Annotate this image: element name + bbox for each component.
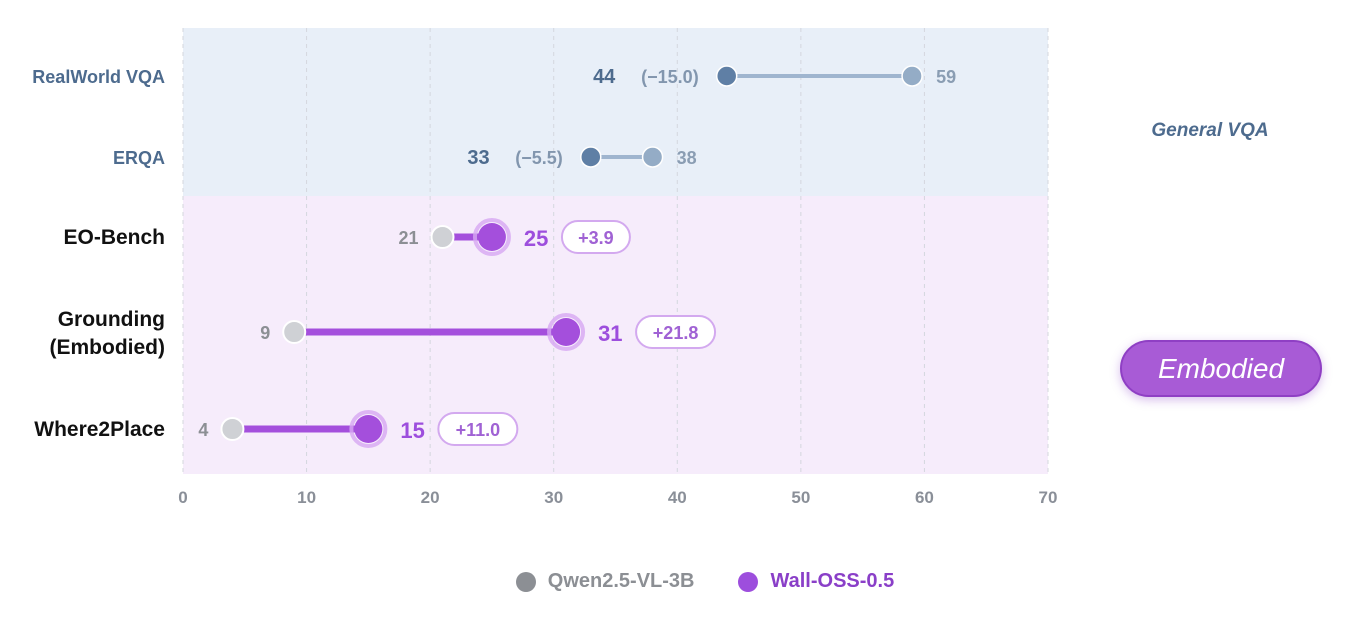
category-label-2: EO-Bench [63,226,165,249]
x-tick-60: 60 [915,488,934,507]
value-qwen-row-1: 38 [677,148,697,168]
legend-item-wall-oss: Wall-OSS-0.5 [738,570,894,593]
x-tick-40: 40 [668,488,687,507]
legend: Qwen2.5-VL-3B Wall-OSS-0.5 [0,570,1350,593]
value-wall-oss-row-0: 44 [593,66,616,88]
x-tick-20: 20 [421,488,440,507]
delta-badge-row-2 [560,220,631,254]
x-tick-50: 50 [791,488,810,507]
dot-qwen-row-2 [430,225,455,249]
value-qwen-row-4: 4 [198,420,208,440]
x-tick-10: 10 [297,488,316,507]
delta-row-3: +21.8 [653,323,699,343]
category-label-1: ERQA [113,148,165,168]
legend-label-qwen: Qwen2.5-VL-3B [547,570,695,592]
dot-wall-oss-row-3 [552,318,581,346]
dot-wall-oss-row-2 [477,223,506,251]
value-wall-oss-row-2: 25 [524,226,548,251]
dot-qwen-row-0 [901,65,923,87]
dot-qwen-row-1 [641,146,664,168]
value-qwen-row-2: 21 [398,228,418,248]
dot-glow-row-3 [547,313,586,351]
group-label-embodied: Embodied [1120,340,1322,397]
dot-glow-row-2 [472,218,511,256]
dot-wall-oss-row-1 [580,146,602,168]
value-wall-oss-row-4: 15 [400,418,424,443]
x-tick-0: 0 [178,488,187,507]
x-tick-30: 30 [544,488,563,507]
dot-wall-oss-row-0 [715,65,738,87]
legend-swatch-wall-oss [738,571,759,592]
dot-glow-row-4 [349,410,388,448]
legend-label-wall-oss: Wall-OSS-0.5 [770,570,895,592]
dot-qwen-row-4 [220,417,245,441]
delta-row-0: (−15.0) [641,67,699,87]
group-label-general-vqa: General VQA [1151,120,1269,141]
dot-wall-oss-row-4 [354,415,383,443]
delta-badge-row-3 [635,315,717,349]
value-wall-oss-row-1: 33 [467,147,489,169]
delta-row-1: (−5.5) [515,148,563,168]
dot-qwen-row-3 [282,320,307,344]
value-qwen-row-0: 59 [936,67,956,87]
legend-swatch-qwen [515,571,536,592]
group-bg-general-vqa [183,28,1048,196]
category-label-4: Where2Place [34,418,165,441]
x-tick-70: 70 [1039,488,1058,507]
value-qwen-row-3: 9 [260,323,270,343]
dumbbell-chart: 0 10 20 30 40 50 60 70 RealWorld VQA 59 (−15.0) 44 E… [32,28,1058,507]
delta-row-4: +11.0 [456,420,501,440]
category-label-0: RealWorld VQA [32,67,165,87]
delta-badge-row-4 [437,412,519,446]
category-label-3: Grounding (Embodied) [50,308,166,359]
value-wall-oss-row-3: 31 [598,321,622,346]
legend-item-qwen: Qwen2.5-VL-3B [515,570,695,593]
delta-row-2: +3.9 [578,228,614,248]
